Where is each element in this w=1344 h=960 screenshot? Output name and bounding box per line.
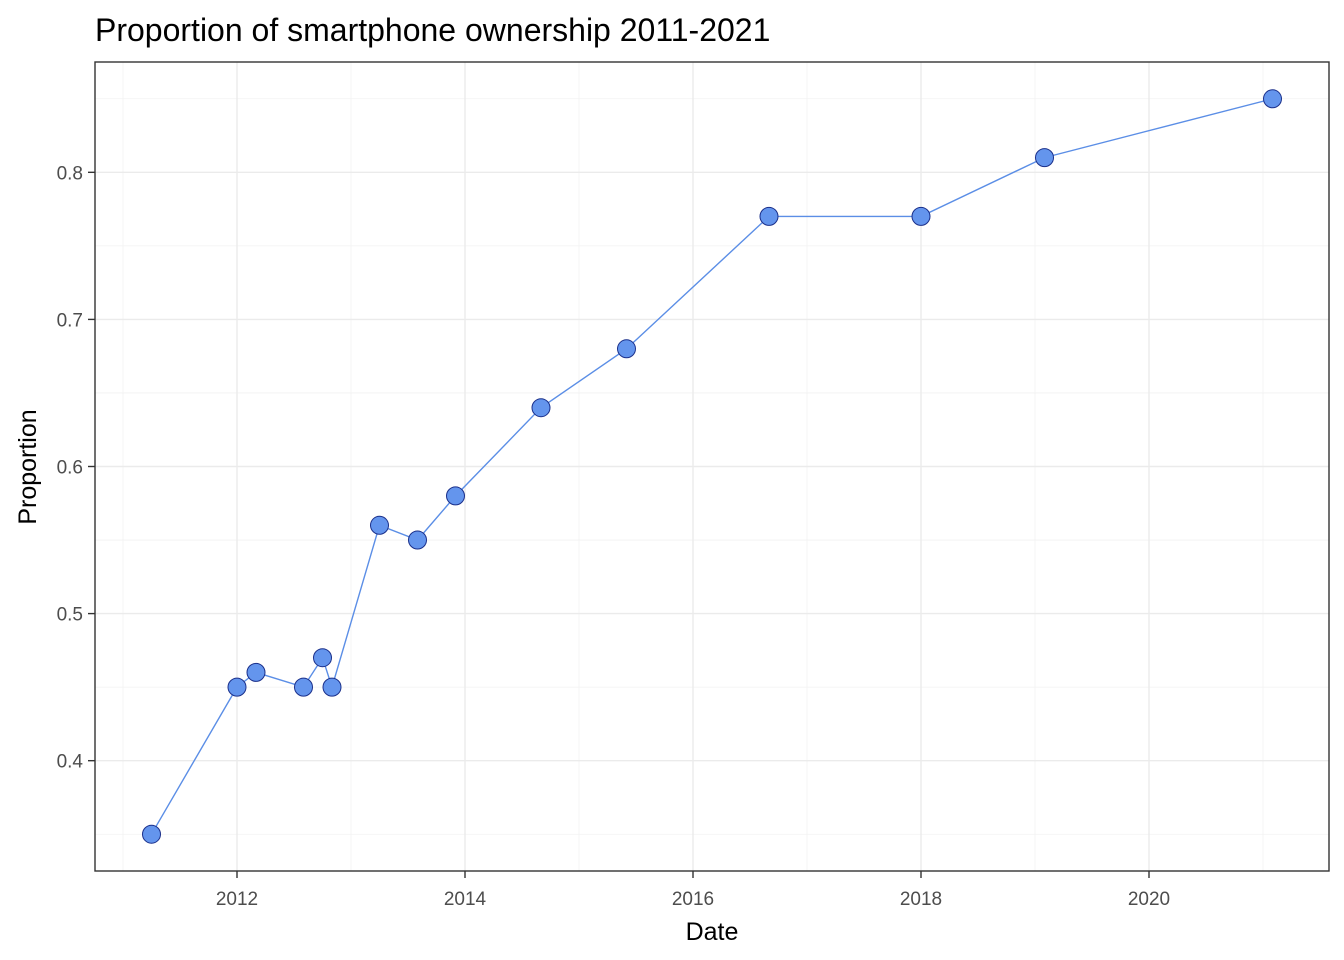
data-point (531, 398, 551, 418)
x-tick-label: 2014 (444, 889, 487, 910)
y-tick-label: 0.4 (57, 752, 84, 773)
x-tick-label: 2020 (1128, 889, 1170, 910)
data-point (322, 677, 342, 697)
data-point (370, 515, 389, 535)
x-axis-title: Date (686, 918, 739, 946)
data-point (446, 486, 465, 506)
data-point (227, 677, 247, 697)
x-tick-label: 2016 (672, 889, 714, 910)
x-tick-label: 2018 (900, 889, 942, 910)
y-tick-label: 0.5 (57, 605, 83, 626)
data-point (313, 648, 332, 668)
data-point (1035, 148, 1054, 168)
data-points (142, 89, 1282, 844)
y-tick-label: 0.6 (57, 458, 83, 479)
data-point (1263, 89, 1282, 109)
y-axis-title: Proportion (14, 409, 42, 524)
y-tick-label: 0.8 (57, 163, 83, 184)
x-axis: 2012 2014 2016 2018 2020 (216, 871, 1170, 910)
data-point (246, 662, 266, 682)
y-axis: 0.4 0.5 0.6 0.7 0.8 (57, 163, 95, 773)
data-point (408, 530, 427, 550)
data-point (911, 206, 931, 226)
data-point (142, 824, 161, 844)
x-tick-label: 2012 (216, 889, 258, 910)
y-tick-label: 0.7 (57, 310, 83, 331)
data-point (759, 206, 779, 226)
data-point (294, 677, 313, 697)
data-point (617, 339, 636, 359)
grid (95, 62, 1329, 871)
chart-title: Proportion of smartphone ownership 2011-… (95, 12, 770, 48)
